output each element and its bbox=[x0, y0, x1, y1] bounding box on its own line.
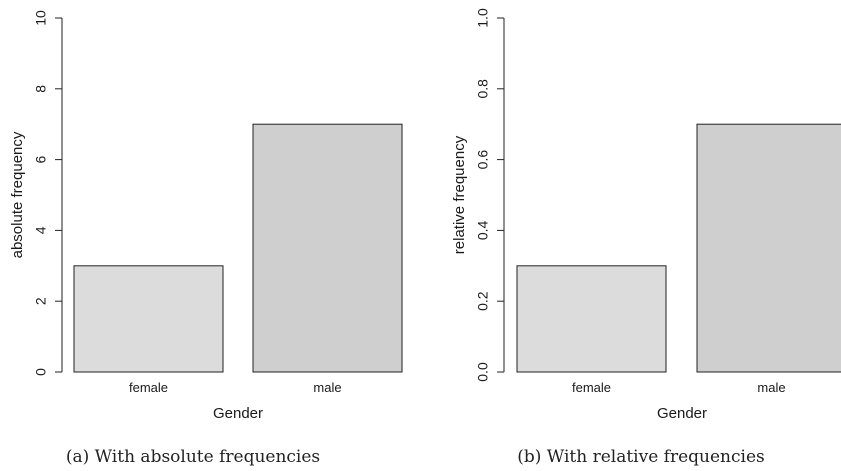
y-tick-label-absolute: 0 bbox=[33, 368, 49, 376]
bar-male-absolute bbox=[252, 123, 403, 373]
panel-absolute: 0 2 4 6 8 10 female male Gender absolute frequ… bbox=[9, 10, 403, 467]
caption-absolute: (a) With absolute frequencies bbox=[66, 447, 320, 467]
x-categories-relative: female male bbox=[572, 380, 786, 395]
y-tick-label-absolute: 6 bbox=[33, 155, 49, 163]
y-tick-label-absolute: 4 bbox=[33, 226, 49, 234]
x-category-label-male-absolute: male bbox=[313, 380, 341, 395]
panel-relative: 0.0 0.2 0.4 0.6 0.8 1.0 female male Gender rel… bbox=[451, 8, 841, 467]
y-axis-title-relative: relative frequency bbox=[451, 135, 468, 254]
y-tick-label-absolute: 2 bbox=[33, 297, 49, 305]
y-tick-label-relative: 0.4 bbox=[475, 220, 491, 240]
bars-relative bbox=[516, 123, 841, 373]
x-category-label-female-absolute: female bbox=[129, 380, 168, 395]
x-category-label-male-relative: male bbox=[757, 380, 785, 395]
y-axis-absolute: 0 2 4 6 8 10 bbox=[33, 10, 63, 376]
bar-male-relative bbox=[696, 123, 841, 373]
x-category-label-female-relative: female bbox=[572, 380, 611, 395]
y-tick-label-absolute: 10 bbox=[33, 10, 49, 26]
y-axis-title-absolute: absolute frequency bbox=[9, 131, 26, 258]
y-tick-label-relative: 0.2 bbox=[475, 291, 491, 311]
x-categories-absolute: female male bbox=[129, 380, 342, 395]
bars-absolute bbox=[73, 123, 403, 373]
x-axis-title-absolute: Gender bbox=[213, 405, 263, 422]
y-axis-relative: 0.0 0.2 0.4 0.6 0.8 1.0 bbox=[475, 8, 505, 382]
bar-female-relative bbox=[516, 265, 667, 373]
bar-female-absolute bbox=[73, 265, 224, 373]
y-tick-label-relative: 0.0 bbox=[475, 362, 491, 382]
y-tick-label-relative: 1.0 bbox=[475, 8, 491, 28]
x-axis-title-relative: Gender bbox=[657, 405, 707, 422]
y-tick-label-relative: 0.6 bbox=[475, 150, 491, 170]
y-tick-label-absolute: 8 bbox=[33, 85, 49, 93]
y-tick-label-relative: 0.8 bbox=[475, 79, 491, 99]
caption-relative: (b) With relative frequencies bbox=[517, 447, 765, 467]
